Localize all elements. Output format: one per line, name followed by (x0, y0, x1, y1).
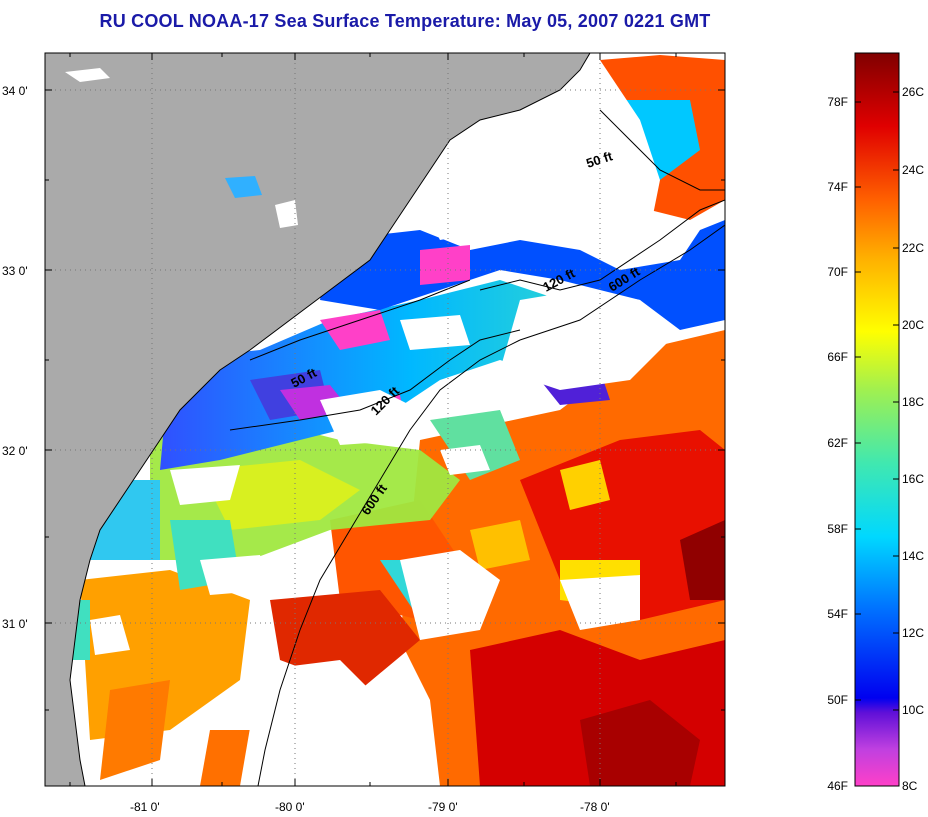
isobath-120ft (479, 199, 725, 291)
celsius-label: 16C (902, 472, 924, 486)
map-frame (44, 52, 726, 787)
fahrenheit-label: 50F (827, 693, 848, 707)
map-area (45, 53, 725, 786)
celsius-label: 18C (902, 395, 924, 409)
fahrenheit-label: 46F (827, 779, 848, 793)
isobath-50ft-lower (249, 279, 471, 361)
fahrenheit-label: 78F (827, 95, 848, 109)
fahrenheit-labels: 78F 74F 70F 66F 62F 58F 54F 50F 46F (827, 95, 848, 793)
celsius-label: 24C (902, 163, 924, 177)
map-title: RU COOL NOAA-17 Sea Surface Temperature:… (99, 11, 711, 31)
colorbar-ticks (855, 91, 899, 711)
lat-label: 33 0' (2, 264, 28, 278)
inland-water-patch (225, 176, 262, 198)
lat-label: 34 0' (2, 84, 28, 98)
fahrenheit-label: 58F (827, 522, 848, 536)
lon-label: -81 0' (130, 800, 160, 814)
latitude-labels: 34 0' 33 0' 32 0' 31 0' (2, 84, 28, 631)
celsius-labels: 26C 24C 22C 20C 18C 16C 14C 12C 10C 8C (902, 85, 924, 793)
lon-label: -79 0' (428, 800, 458, 814)
frame-ticks (45, 53, 725, 786)
coastline (69, 53, 591, 786)
lat-label: 32 0' (2, 444, 28, 458)
celsius-label: 8C (902, 779, 918, 793)
fahrenheit-label: 54F (827, 607, 848, 621)
fahrenheit-label: 70F (827, 265, 848, 279)
longitude-labels: -81 0' -80 0' -79 0' -78 0' (130, 800, 610, 814)
graticule (45, 53, 725, 786)
lon-label: -78 0' (580, 800, 610, 814)
celsius-label: 10C (902, 703, 924, 717)
fahrenheit-label: 74F (827, 180, 848, 194)
fahrenheit-label: 62F (827, 436, 848, 450)
lat-label: 31 0' (2, 617, 28, 631)
celsius-label: 14C (902, 549, 924, 563)
colorbar: 78F 74F 70F 66F 62F 58F 54F 50F 46F 26C … (827, 52, 924, 793)
celsius-label: 22C (902, 241, 924, 255)
fahrenheit-label: 66F (827, 350, 848, 364)
land-mass (45, 53, 590, 786)
celsius-label: 12C (902, 626, 924, 640)
lon-label: -80 0' (275, 800, 305, 814)
isobath-600ft (519, 224, 725, 341)
isobath-50ft (599, 109, 725, 191)
celsius-label: 20C (902, 318, 924, 332)
isobath-120ft-lower (229, 329, 521, 431)
isobath-600ft-lower (257, 339, 521, 786)
colorbar-gradient (854, 52, 900, 787)
isobaths (229, 109, 725, 786)
celsius-label: 26C (902, 85, 924, 99)
